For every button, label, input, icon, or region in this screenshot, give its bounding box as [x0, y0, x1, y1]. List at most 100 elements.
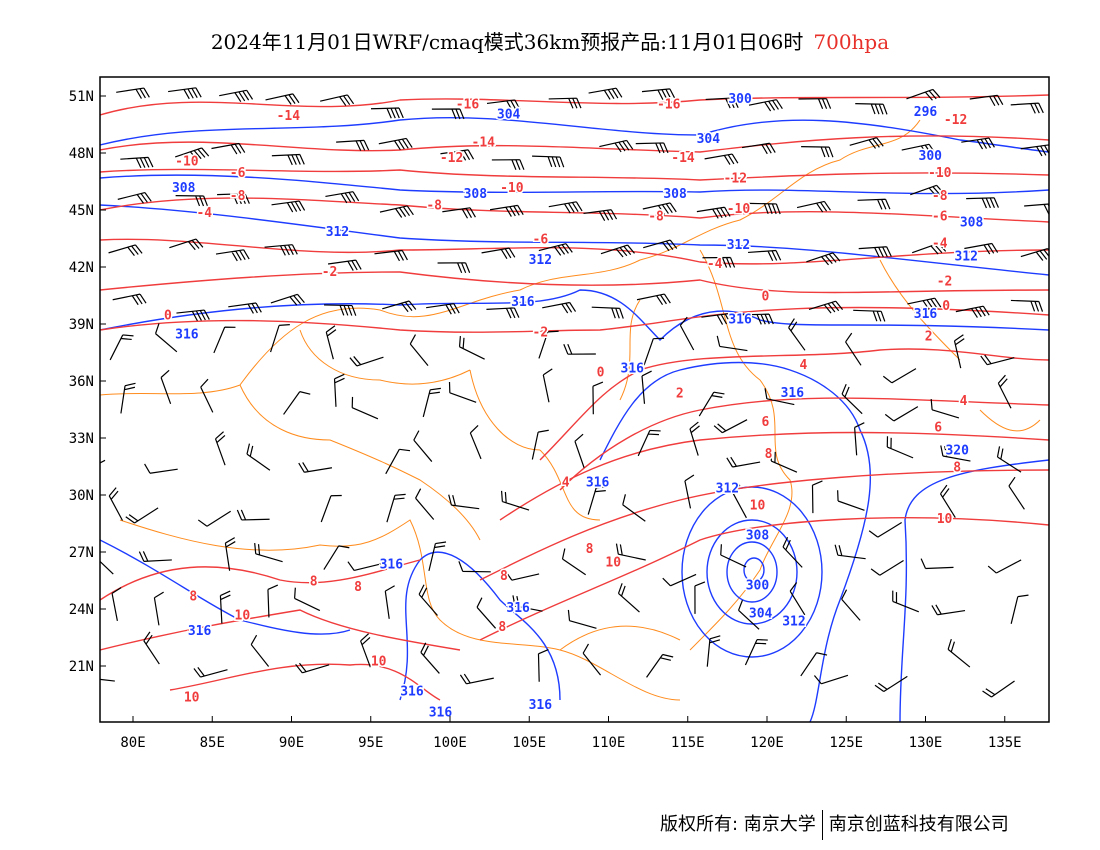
- wind-barb: [694, 581, 706, 614]
- wind-barb: [837, 490, 865, 511]
- lon-tick-label: 100E: [433, 735, 467, 751]
- wind-barb: [744, 638, 768, 666]
- wind-barb: [254, 543, 283, 563]
- lat-tick-label: 27N: [69, 545, 94, 561]
- wind-barb: [351, 396, 379, 420]
- lon-tick-label: 95E: [358, 735, 383, 751]
- wind-barb: [997, 374, 1012, 409]
- wind-barb: [442, 207, 476, 219]
- wind-barb: [219, 590, 231, 624]
- temperature-label: -16: [456, 98, 480, 113]
- copyright-owner: 版权所有: 南京大学: [660, 814, 816, 835]
- temperature-label: -8: [648, 210, 664, 225]
- temperature-label: -4: [707, 257, 723, 272]
- wind-barb: [689, 421, 700, 456]
- wind-barb: [154, 323, 178, 353]
- temperature-label: -6: [533, 233, 549, 248]
- wind-barb: [858, 246, 892, 258]
- wind-barb: [1020, 144, 1049, 157]
- height-label: 316: [175, 327, 199, 342]
- wind-barb: [271, 200, 306, 213]
- wind-barb: [874, 675, 908, 693]
- wind-barb: [531, 429, 549, 460]
- temperature-label: 2: [925, 329, 933, 344]
- temperature-label: -2: [937, 274, 953, 289]
- wind-barb: [587, 486, 607, 515]
- temperature-label: -14: [472, 136, 496, 151]
- latitude-axis: 51N 48N 45N 42N 39N 36N 33N 30N 27N 24N 21N: [69, 89, 106, 675]
- wind-barb: [269, 324, 290, 353]
- map-frame: [99, 76, 1050, 723]
- wind-barb: [901, 143, 936, 156]
- wind-barb: [600, 244, 635, 258]
- height-label: 300: [746, 578, 770, 593]
- wind-barb: [961, 137, 995, 150]
- height-label: 296: [914, 105, 938, 120]
- wind-barb: [622, 494, 646, 522]
- wind-barb: [374, 249, 408, 262]
- temperature-label: 4: [960, 394, 968, 409]
- wind-barb: [964, 242, 999, 255]
- temperature-label: 8: [354, 580, 362, 595]
- height-label: 316: [188, 624, 212, 639]
- wind-barb: [538, 243, 573, 256]
- wind-barb: [704, 153, 739, 165]
- wind-barb: [323, 545, 350, 570]
- wind-barb: [591, 306, 624, 319]
- wind-barb: [440, 149, 475, 161]
- wind-barbs: [100, 87, 1049, 698]
- wind-barb: [295, 662, 330, 674]
- wind-barb: [588, 87, 623, 100]
- temperature-label: -10: [727, 202, 751, 217]
- height-label: 304: [497, 107, 521, 122]
- wind-barb: [841, 383, 863, 415]
- wind-barb: [160, 369, 172, 405]
- wind-barb: [884, 406, 919, 422]
- wind-barb: [643, 239, 678, 252]
- wind-barb: [500, 490, 530, 511]
- wind-barb: [930, 399, 960, 419]
- wind-barb: [176, 309, 210, 322]
- temperature-label: -12: [944, 113, 967, 128]
- wind-barb: [486, 99, 521, 111]
- wind-barb: [224, 537, 236, 571]
- wind-barb: [892, 590, 920, 613]
- lon-tick-label: 135E: [988, 735, 1022, 751]
- wind-barb: [264, 244, 298, 256]
- wind-barb: [716, 335, 748, 352]
- wind-barb: [854, 422, 865, 456]
- temperature-label: 8: [586, 542, 594, 557]
- wind-barb: [1010, 594, 1029, 624]
- wind-barb: [385, 448, 411, 475]
- wind-barb: [542, 368, 553, 403]
- wind-barb: [1020, 248, 1049, 261]
- height-label: 312: [529, 253, 552, 268]
- height-label: 316: [506, 601, 530, 616]
- temperature-label: 10: [937, 512, 953, 527]
- wind-barb: [448, 382, 477, 403]
- wind-barb: [437, 262, 471, 274]
- wind-barb: [265, 93, 300, 105]
- wind-barb: [538, 330, 559, 359]
- height-label: 308: [172, 181, 196, 196]
- copyright-company: 南京创蓝科技有限公司: [828, 814, 1009, 835]
- boundary-lines: [100, 119, 1041, 701]
- temperature-label: -4: [932, 236, 948, 251]
- lat-tick-label: 42N: [69, 260, 94, 276]
- wind-barb: [806, 252, 841, 266]
- lon-tick-label: 120E: [750, 735, 784, 751]
- wind-barb: [939, 484, 956, 518]
- wind-barb: [217, 193, 250, 205]
- wind-barb: [853, 309, 886, 322]
- height-label: 316: [621, 362, 645, 377]
- temperature-label: -12: [724, 172, 747, 187]
- wind-barb: [788, 318, 806, 351]
- wind-barb: [175, 147, 210, 161]
- wind-barb: [116, 87, 150, 99]
- wind-barb: [347, 561, 382, 572]
- wind-barb: [349, 356, 384, 367]
- copyright-footer: 版权所有: 南京大学 南京创蓝科技有限公司: [660, 810, 1009, 840]
- wind-barb: [108, 244, 143, 256]
- temperature-label: 0: [597, 366, 605, 381]
- height-label: 300: [728, 92, 752, 107]
